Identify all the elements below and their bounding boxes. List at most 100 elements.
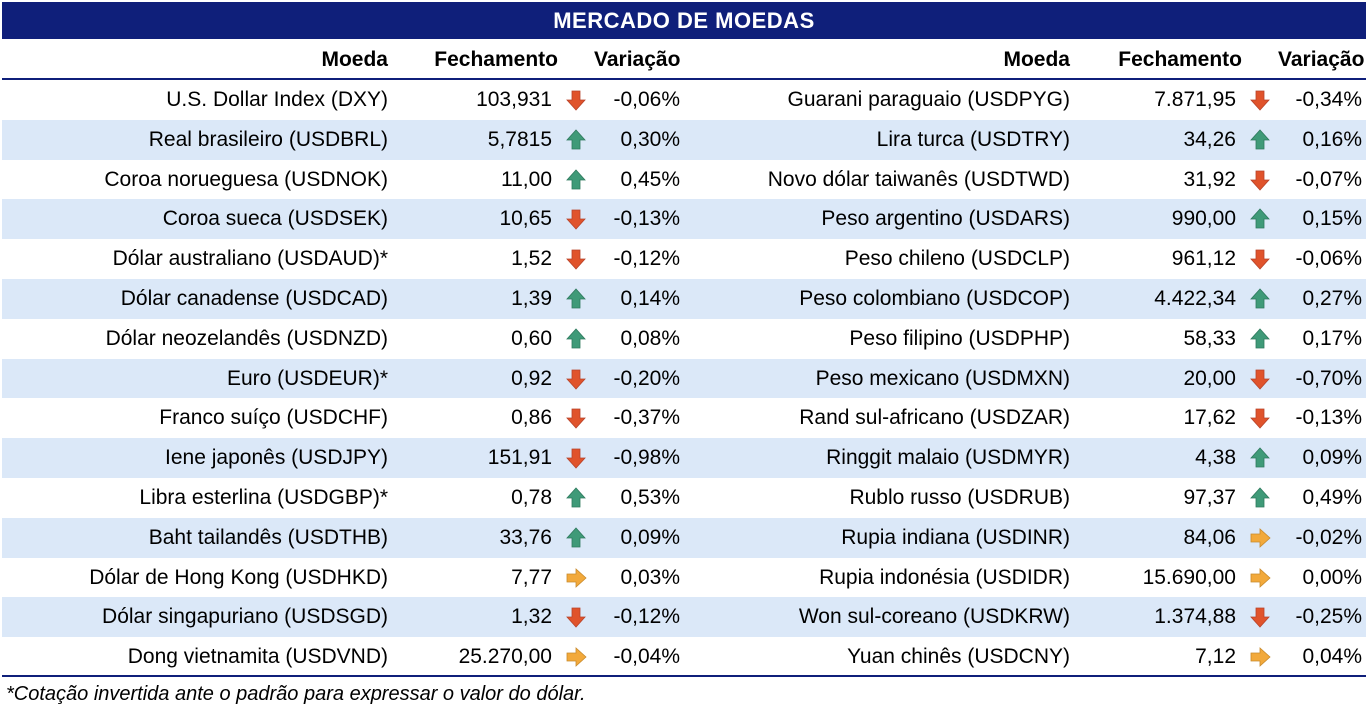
currency-name: Guarani paraguaio (USDPYG) xyxy=(787,88,1070,111)
change-value: 0,27% xyxy=(1302,286,1362,310)
currency-name: Iene japonês (USDJPY) xyxy=(165,446,388,470)
closing-value: 961,12 xyxy=(1171,247,1236,271)
change-value: 0,15% xyxy=(1302,207,1362,231)
currency-name: Rand sul-africano (USDZAR) xyxy=(799,406,1070,430)
arrow-up-icon xyxy=(565,168,587,191)
currency-name: Ringgit malaio (USDMYR) xyxy=(826,446,1070,470)
table-row: Baht tailandês (USDTHB) 33,76 0,09% Rupia i… xyxy=(2,517,1366,558)
currency-name: Dong vietnamita (USDVND) xyxy=(127,645,388,669)
currency-name: U.S. Dollar Index (DXY) xyxy=(166,88,388,111)
arrow-right-icon xyxy=(1249,646,1271,668)
arrow-down-icon xyxy=(1249,368,1271,390)
currency-name: Rublo russo (USDRUB) xyxy=(849,485,1070,509)
currency-name: Lira turca (USDTRY) xyxy=(876,127,1070,151)
footnote: *Cotação invertida ante o padrão para ex… xyxy=(6,683,586,705)
arrow-right-icon xyxy=(1249,527,1271,549)
currency-name: Dólar canadense (USDCAD) xyxy=(120,286,388,310)
currency-name: Peso mexicano (USDMXN) xyxy=(815,366,1070,390)
change-value: 0,30% xyxy=(620,127,680,151)
table-row: Dólar australiano (USDAUD)* 1,52 -0,12% Pes… xyxy=(2,239,1366,279)
closing-value: 4,38 xyxy=(1195,446,1236,470)
change-value: 0,08% xyxy=(620,326,680,350)
currency-name: Coroa norueguesa (USDNOK) xyxy=(104,167,388,191)
closing-value: 1.374,88 xyxy=(1154,605,1236,629)
change-value: 0,14% xyxy=(620,286,680,310)
table-row: Libra esterlina (USDGBP)* 0,78 0,53% Rublo … xyxy=(2,477,1366,518)
currency-name: Peso colombiano (USDCOP) xyxy=(799,286,1070,310)
arrow-up-icon xyxy=(1249,129,1271,151)
arrow-down-icon xyxy=(1249,248,1271,270)
change-value: -0,07% xyxy=(1295,167,1362,191)
currency-name: Rupia indonésia (USDIDR) xyxy=(819,565,1070,589)
closing-value: 990,00 xyxy=(1171,207,1236,231)
table-row: Dólar neozelandês (USDNZD) 0,60 0,08% Peso … xyxy=(2,318,1366,359)
change-value: 0,17% xyxy=(1302,326,1362,350)
change-value: -0,34% xyxy=(1295,88,1362,111)
table-bottom-border xyxy=(2,675,1366,677)
change-value: 0,09% xyxy=(1302,446,1362,470)
arrow-down-icon xyxy=(565,447,587,469)
table-row: Dólar de Hong Kong (USDHKD) 7,77 0,03% Rupi… xyxy=(2,557,1366,598)
change-value: 0,49% xyxy=(1302,485,1362,509)
change-value: -0,20% xyxy=(613,366,680,390)
currency-name: Dólar de Hong Kong (USDHKD) xyxy=(89,565,388,589)
arrow-down-icon xyxy=(565,208,587,230)
change-value: -0,12% xyxy=(613,605,680,629)
change-value: -0,04% xyxy=(613,645,680,669)
column-header-row: Moeda Fechamento Variação Moeda Fechamen… xyxy=(2,40,1366,80)
change-value: -0,02% xyxy=(1295,525,1362,549)
table-title: MERCADO DE MOEDAS xyxy=(2,2,1366,39)
arrow-down-icon xyxy=(565,606,587,628)
currency-name: Dólar australiano (USDAUD)* xyxy=(112,247,388,271)
arrow-down-icon xyxy=(565,407,587,429)
closing-value: 7,12 xyxy=(1195,645,1236,669)
change-value: -0,98% xyxy=(613,446,680,470)
arrow-up-icon xyxy=(565,288,587,310)
change-value: -0,06% xyxy=(1295,247,1362,271)
currency-name: Peso chileno (USDCLP) xyxy=(844,247,1070,271)
closing-value: 0,86 xyxy=(511,406,552,430)
table-row: Franco suíço (USDCHF) 0,86 -0,37% Rand sul-… xyxy=(2,398,1366,439)
closing-value: 5,7815 xyxy=(487,127,552,151)
currency-name: Peso filipino (USDPHP) xyxy=(849,326,1070,350)
currency-name: Won sul-coreano (USDKRW) xyxy=(798,605,1070,629)
closing-value: 84,06 xyxy=(1183,525,1236,549)
closing-value: 25.270,00 xyxy=(458,645,552,669)
arrow-down-icon xyxy=(1249,407,1271,429)
arrow-right-icon xyxy=(565,567,587,589)
closing-value: 10,65 xyxy=(499,207,552,231)
currency-name: Euro (USDEUR)* xyxy=(226,366,388,390)
closing-value: 0,60 xyxy=(511,326,552,350)
closing-value: 7,77 xyxy=(511,565,552,589)
currency-name: Yuan chinês (USDCNY) xyxy=(847,645,1070,669)
currency-name: Baht tailandês (USDTHB) xyxy=(148,525,388,549)
table-row: U.S. Dollar Index (DXY) 103,931 -0,06% Guar… xyxy=(2,80,1366,120)
closing-value: 103,931 xyxy=(476,88,552,111)
currency-name: Dólar singapuriano (USDSGD) xyxy=(102,605,388,629)
header-currency-left: Moeda xyxy=(321,48,388,71)
arrow-down-icon xyxy=(1249,169,1271,191)
closing-value: 17,62 xyxy=(1183,406,1236,430)
closing-value: 4.422,34 xyxy=(1154,286,1236,310)
header-close-left: Fechamento xyxy=(434,48,558,71)
change-value: -0,12% xyxy=(613,247,680,271)
change-value: -0,06% xyxy=(613,88,680,111)
table-row: Dólar canadense (USDCAD) 1,39 0,14% Peso co… xyxy=(2,278,1366,319)
change-value: 0,03% xyxy=(620,565,680,589)
currency-name: Franco suíço (USDCHF) xyxy=(159,406,388,430)
table-row: Real brasileiro (USDBRL) 5,7815 0,30% Lira … xyxy=(2,119,1366,160)
arrow-up-icon xyxy=(1249,208,1271,230)
table-row: Iene japonês (USDJPY) 151,91 -0,98% Ringgit… xyxy=(2,438,1366,478)
currency-name: Novo dólar taiwanês (USDTWD) xyxy=(767,167,1070,191)
arrow-down-icon xyxy=(1249,89,1271,111)
currency-name: Real brasileiro (USDBRL) xyxy=(148,127,388,151)
change-value: -0,37% xyxy=(613,406,680,430)
table-row: Dong vietnamita (USDVND) 25.270,00 -0,04% Y… xyxy=(2,637,1366,677)
currency-name: Coroa sueca (USDSEK) xyxy=(162,207,388,231)
closing-value: 0,92 xyxy=(511,366,552,390)
closing-value: 7.871,95 xyxy=(1154,88,1236,111)
arrow-down-icon xyxy=(565,248,587,270)
closing-value: 97,37 xyxy=(1183,485,1236,509)
currency-name: Rupia indiana (USDINR) xyxy=(841,525,1070,549)
header-close-right: Fechamento xyxy=(1118,48,1242,71)
